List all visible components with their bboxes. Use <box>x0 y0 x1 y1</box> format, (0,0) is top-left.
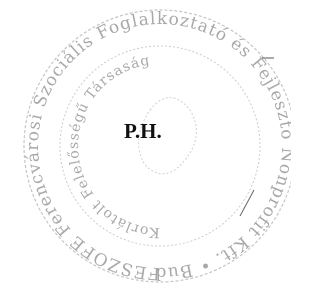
stamp-inner-text-path: Korlátolt Felelősségű Társaság <box>66 53 160 241</box>
stamp-inner-text: Korlátolt Felelősségű Társaság <box>66 53 160 241</box>
stamp-inner-circle <box>60 46 260 246</box>
page: FESZOFE Ferencvárosi Szociális Foglalkoz… <box>0 0 291 297</box>
center-text: P.H. <box>124 119 162 143</box>
